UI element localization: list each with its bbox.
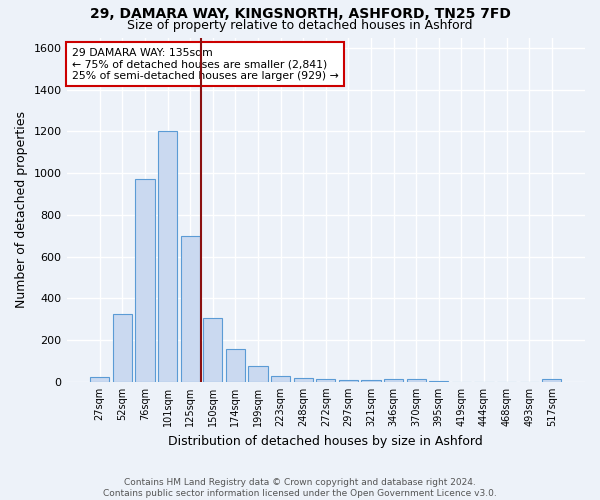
Text: 29 DAMARA WAY: 135sqm
← 75% of detached houses are smaller (2,841)
25% of semi-d: 29 DAMARA WAY: 135sqm ← 75% of detached … [72, 48, 338, 81]
Bar [203, 318, 223, 382]
Bar [384, 380, 403, 382]
Y-axis label: Number of detached properties: Number of detached properties [15, 111, 28, 308]
Text: Contains HM Land Registry data © Crown copyright and database right 2024.
Contai: Contains HM Land Registry data © Crown c… [103, 478, 497, 498]
Bar [361, 380, 380, 382]
Bar [339, 380, 358, 382]
Bar [226, 350, 245, 382]
Text: 29, DAMARA WAY, KINGSNORTH, ASHFORD, TN25 7FD: 29, DAMARA WAY, KINGSNORTH, ASHFORD, TN2… [89, 8, 511, 22]
Bar [90, 376, 109, 382]
Bar [136, 180, 155, 382]
Bar [158, 132, 177, 382]
Bar [429, 381, 448, 382]
Bar [181, 236, 200, 382]
Text: Size of property relative to detached houses in Ashford: Size of property relative to detached ho… [127, 18, 473, 32]
Bar [293, 378, 313, 382]
X-axis label: Distribution of detached houses by size in Ashford: Distribution of detached houses by size … [169, 434, 483, 448]
Bar [113, 314, 132, 382]
Bar [407, 378, 426, 382]
Bar [542, 380, 562, 382]
Bar [316, 380, 335, 382]
Bar [248, 366, 268, 382]
Bar [271, 376, 290, 382]
